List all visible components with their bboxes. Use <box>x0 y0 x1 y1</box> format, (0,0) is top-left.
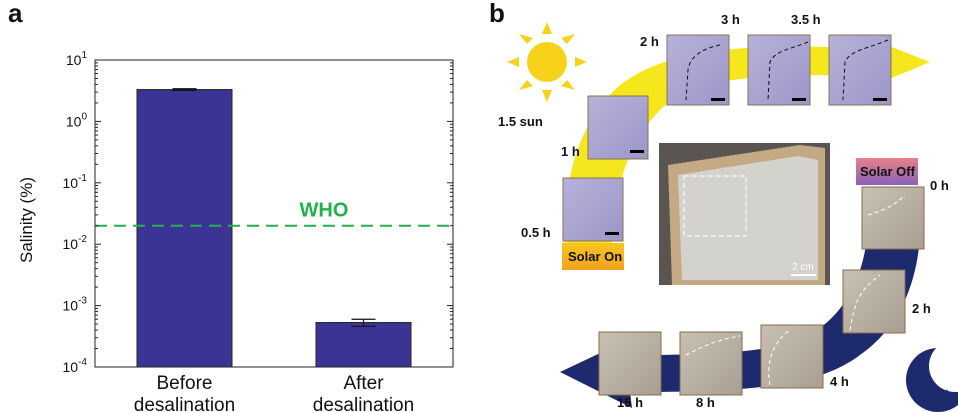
solar-off-badge <box>856 158 918 185</box>
night-sample-0h <box>861 186 925 250</box>
sun-icon <box>507 22 587 102</box>
y-tick-label-5: 10-4 <box>63 357 88 375</box>
day-sample-1h <box>587 95 649 160</box>
night-arc-arrow <box>560 190 921 408</box>
time-label-night-4: 15 h <box>617 395 643 410</box>
day-sample-3h <box>747 34 811 106</box>
night-sample-15h <box>598 331 662 396</box>
y-tick-label-4: 10-3 <box>63 296 88 314</box>
y-axis-title: Salinity (%) <box>17 177 36 263</box>
category-label-0-0: Before <box>157 373 213 394</box>
panel-b-letter: b <box>489 0 505 28</box>
day-sample-0p5h <box>562 177 624 242</box>
time-label-night-2: 4 h <box>830 374 849 389</box>
bar-1 <box>315 322 412 368</box>
time-label-night-0: 0 h <box>930 178 949 193</box>
night-sample-2h <box>842 269 906 334</box>
y-tick-label-0: 101 <box>66 50 88 68</box>
solar-off-label: Solar Off <box>860 164 916 179</box>
time-label-day-2: 2 h <box>640 34 659 49</box>
category-label-1-1: desalination <box>313 395 414 412</box>
time-label-night-1: 2 h <box>912 301 931 316</box>
day-arc-arrow <box>564 34 930 270</box>
category-label-0-1: desalination <box>134 395 235 412</box>
solar-on-badge <box>562 243 624 270</box>
night-sample-8h <box>679 331 743 396</box>
category-label-1-0: After <box>343 373 384 394</box>
y-tick-label-3: 10-2 <box>63 234 88 252</box>
moon-icon <box>906 340 958 412</box>
y-tick-label-2: 10-1 <box>63 173 88 191</box>
scale-bar-label: 2 cm <box>792 262 814 273</box>
day-sample-3p5h <box>828 34 892 106</box>
panel-a-letter: a <box>8 0 23 28</box>
device-photo: 2 cm <box>659 143 830 285</box>
sun-intensity-label: 1.5 sun <box>498 114 543 129</box>
day-sample-2h <box>666 34 730 106</box>
who-reference-label: WHO <box>300 200 349 222</box>
time-label-day-1: 1 h <box>561 144 580 159</box>
time-label-day-4: 3.5 h <box>791 12 821 27</box>
bar-0 <box>136 89 233 368</box>
night-sample-4h <box>760 324 824 389</box>
time-label-night-3: 8 h <box>696 395 715 410</box>
time-label-day-3: 3 h <box>721 12 740 27</box>
y-tick-label-1: 100 <box>66 111 88 129</box>
solar-on-label: Solar On <box>568 249 622 264</box>
time-label-day-0: 0.5 h <box>521 225 551 240</box>
